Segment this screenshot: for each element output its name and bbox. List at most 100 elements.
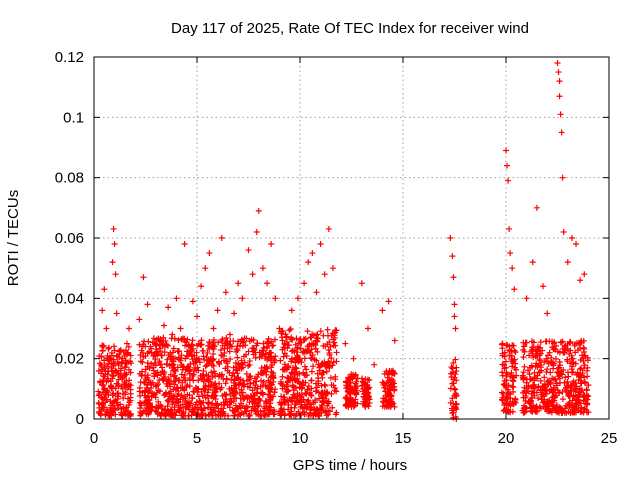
data-point [167,411,174,418]
data-point [112,367,119,374]
data-point [581,405,588,412]
data-point [127,352,134,359]
data-point [447,399,454,406]
data-point [576,393,583,400]
data-point [199,392,206,399]
data-point [453,377,460,384]
data-point [521,348,528,355]
data-point [238,336,245,343]
data-point [556,370,563,377]
data-point [262,350,269,357]
data-point [302,372,309,379]
y-tick-label: 0.04 [55,290,84,307]
data-point [208,369,215,376]
data-point [249,395,256,402]
data-point [504,394,511,401]
data-point [145,393,152,400]
data-point [189,345,196,352]
data-point [543,355,550,362]
data-point [452,371,459,378]
data-point [361,390,368,397]
data-point [520,339,527,346]
data-point [559,388,566,395]
data-point [205,372,212,379]
data-point [102,412,109,419]
data-point [525,382,532,389]
data-point [233,407,240,414]
data-point [233,346,240,353]
data-point [520,354,527,361]
data-point [310,363,317,370]
x-tick-label: 5 [193,430,201,447]
data-point [259,391,266,398]
data-point [328,355,335,362]
data-point [288,307,295,314]
data-point [320,342,327,349]
data-point [226,331,233,338]
data-point [569,369,576,376]
data-point [578,339,585,346]
data-point [113,380,120,387]
data-point [568,355,575,362]
data-point [232,382,239,389]
data-point [215,339,222,346]
data-point [580,397,587,404]
data-point [199,376,206,383]
data-point [362,390,369,397]
data-point [529,259,536,266]
data-point [205,399,212,406]
data-point [501,365,508,372]
data-point [552,355,559,362]
data-point [241,405,248,412]
data-point [314,348,321,355]
data-point [224,345,231,352]
data-point [139,343,146,350]
data-point [276,325,283,332]
data-point [288,408,295,415]
data-point [584,401,591,408]
data-point [136,399,143,406]
data-point [314,335,321,342]
data-point [344,378,351,385]
data-point [316,405,323,412]
data-point [447,385,454,392]
data-point [584,357,591,364]
data-point [144,374,151,381]
data-point [176,408,183,415]
data-point [181,241,188,248]
data-point [269,408,276,415]
data-point [101,386,108,393]
data-point [546,349,553,356]
data-point [97,379,104,386]
data-point [162,391,169,398]
data-point [296,370,303,377]
data-point [148,403,155,410]
data-point [190,377,197,384]
data-point [287,325,294,332]
data-point [165,398,172,405]
data-point [580,355,587,362]
data-point [500,381,507,388]
data-point [137,379,144,386]
data-point [503,147,509,154]
data-point [270,393,277,400]
data-point [256,396,263,403]
data-point [175,388,182,395]
data-point [556,93,563,100]
data-point [160,340,167,347]
data-point [195,406,202,413]
data-point [365,393,372,400]
data-point [288,334,295,341]
data-point [546,379,553,386]
y-tick-label: 0.08 [55,170,84,187]
data-point [253,378,260,385]
data-point [237,411,244,418]
data-point [105,344,112,351]
data-point [303,347,310,354]
data-point [569,397,576,404]
x-axis-title: GPS time / hours [293,457,407,474]
data-point [304,386,311,393]
data-point [364,325,371,332]
data-point [271,336,278,343]
data-point [138,400,145,407]
